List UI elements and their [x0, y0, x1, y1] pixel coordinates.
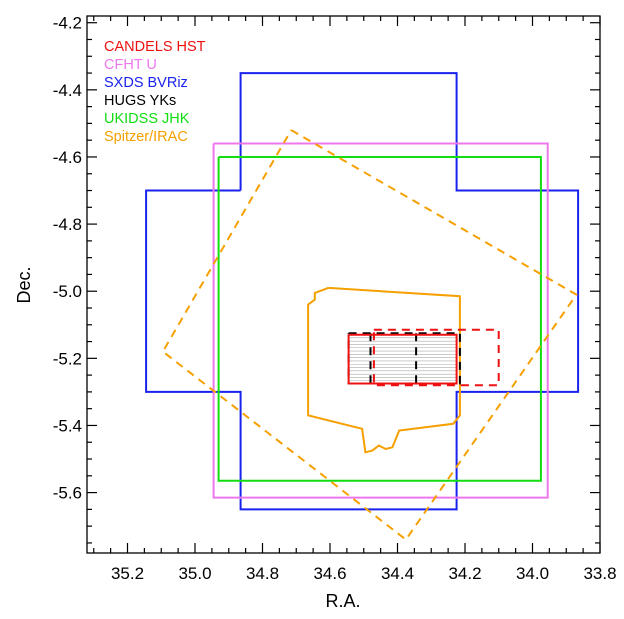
legend-entry: Spitzer/IRAC	[104, 129, 188, 145]
x-tick-label: 34.8	[246, 564, 279, 583]
x-tick-label: 33.8	[583, 564, 616, 583]
y-tick-label: -5.0	[53, 282, 82, 301]
y-tick-label: -4.6	[53, 148, 82, 167]
y-tick-label: -4.2	[53, 14, 82, 33]
legend-entry: UKIDSS JHK	[104, 111, 190, 127]
x-tick-label: 35.2	[111, 564, 144, 583]
hugs-yks-footprint	[347, 332, 461, 385]
x-tick-label: 34.6	[313, 564, 346, 583]
y-tick-label: -4.4	[53, 81, 82, 100]
x-tick-label: 35.0	[178, 564, 211, 583]
y-axis-title: Dec.	[14, 266, 34, 303]
legend-entry: CANDELS HST	[104, 39, 206, 55]
x-tick-label: 34.0	[516, 564, 549, 583]
y-tick-label: -5.6	[53, 484, 82, 503]
ukidss-jhk-footprint	[217, 156, 542, 482]
legend: CANDELS HST CFHT U SXDS BVRiz HUGS YKs UKIDS…	[104, 39, 206, 145]
y-tick-label: -5.4	[53, 416, 82, 435]
cfht-u-footprint	[212, 142, 549, 499]
sxds-bvriz-footprint	[145, 72, 580, 511]
x-axis-title: R.A.	[325, 591, 360, 611]
plot-frame	[86, 15, 601, 554]
legend-entry: CFHT U	[104, 57, 157, 73]
candels-hst-footprint	[372, 328, 500, 387]
x-tick-label: 34.2	[448, 564, 481, 583]
y-tick-label: -4.8	[53, 215, 82, 234]
spitzer-irac-footprint	[307, 286, 461, 454]
legend-entry: SXDS BVRiz	[104, 75, 188, 91]
candels-hatching	[348, 337, 457, 382]
y-tick-label: -5.2	[53, 349, 82, 368]
legend-entry: HUGS YKs	[104, 93, 176, 109]
x-tick-label: 34.4	[381, 564, 414, 583]
candels-hst-footprint	[347, 333, 458, 385]
